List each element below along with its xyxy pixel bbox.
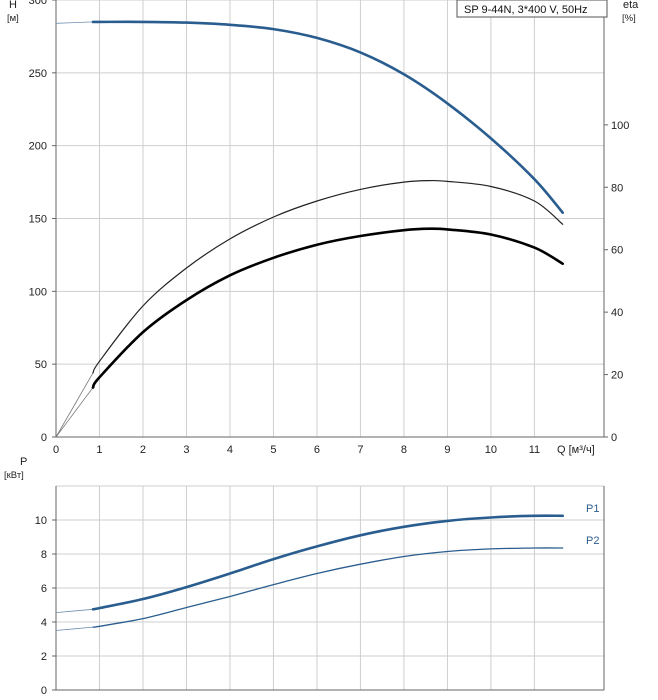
top-curve-extension: [55, 21, 94, 24]
chart-title-box: SP 9-44N, 3*400 V, 50Hz: [456, 0, 608, 18]
h-tick-label: 300: [29, 0, 47, 7]
series-label: P2: [586, 535, 599, 547]
x-tick-label: 0: [53, 444, 59, 456]
p-tick-label: 8: [41, 549, 47, 561]
h-tick-label: 150: [29, 214, 47, 226]
series-label: P1: [586, 503, 599, 515]
x-tick-label: 1: [96, 444, 102, 456]
top-curve-extension: [55, 387, 94, 438]
eta-axis-label: eta: [623, 0, 639, 11]
h-axis-unit: [м]: [7, 13, 19, 24]
x-tick-label: 5: [270, 444, 276, 456]
x-tick-label: 9: [444, 444, 450, 456]
x-tick-label: 2: [140, 444, 146, 456]
h-axis-label: H: [9, 0, 17, 11]
top-plot-grid: 0 1 2 3 4 5 6 7 8 9 10 11 0 50 100 150 200 250 300 0 20 40 60 8…: [29, 0, 629, 456]
eta-tick-label: 60: [611, 245, 623, 257]
h-tick-label: 200: [29, 141, 47, 153]
top-curve-extension: [55, 372, 94, 438]
h-tick-label: 0: [41, 432, 47, 444]
eta-tick-label: 40: [611, 307, 623, 319]
bottom-curve-extension: [55, 608, 94, 613]
bottom-plot-grid: 0 2 4 6 8 10: [35, 485, 605, 697]
chart-labels: H [м] eta [%] Q [м³/ч] P [кВт]: [4, 0, 639, 481]
top-curve: [91, 20, 564, 214]
bottom-curve: [91, 514, 564, 611]
p-tick-label: 4: [41, 617, 47, 629]
p-tick-label: 10: [35, 515, 47, 527]
h-tick-label: 50: [35, 359, 47, 371]
q-axis-label: Q [м³/ч]: [557, 444, 595, 456]
p-tick-label: 6: [41, 583, 47, 595]
h-tick-label: 100: [29, 286, 47, 298]
p-axis-unit: [кВт]: [4, 470, 24, 481]
h-tick-label: 250: [29, 68, 47, 80]
x-tick-label: 7: [357, 444, 363, 456]
p-axis-label: P: [20, 456, 27, 468]
x-tick-label: 11: [529, 444, 540, 456]
chart-title: SP 9-44N, 3*400 V, 50Hz: [464, 4, 588, 16]
x-tick-label: 6: [314, 444, 320, 456]
top-curve: [91, 227, 564, 389]
x-tick-label: 10: [485, 444, 497, 456]
p-tick-label: 2: [41, 651, 47, 663]
eta-axis-unit: [%]: [622, 13, 636, 24]
eta-tick-label: 80: [611, 182, 623, 194]
top-curve: [92, 179, 564, 374]
top-plot-curves: [55, 20, 564, 438]
bottom-plot-curves: P1 P2: [55, 503, 599, 631]
x-tick-label: 3: [183, 444, 189, 456]
eta-tick-label: 20: [611, 370, 623, 382]
eta-tick-label: 0: [611, 432, 617, 444]
eta-tick-label: 100: [611, 120, 629, 132]
x-tick-label: 4: [227, 444, 233, 456]
x-tick-label: 8: [401, 444, 407, 456]
bottom-curve: [92, 547, 564, 628]
p-tick-label: 0: [41, 685, 47, 697]
bottom-curve-extension: [55, 626, 94, 631]
